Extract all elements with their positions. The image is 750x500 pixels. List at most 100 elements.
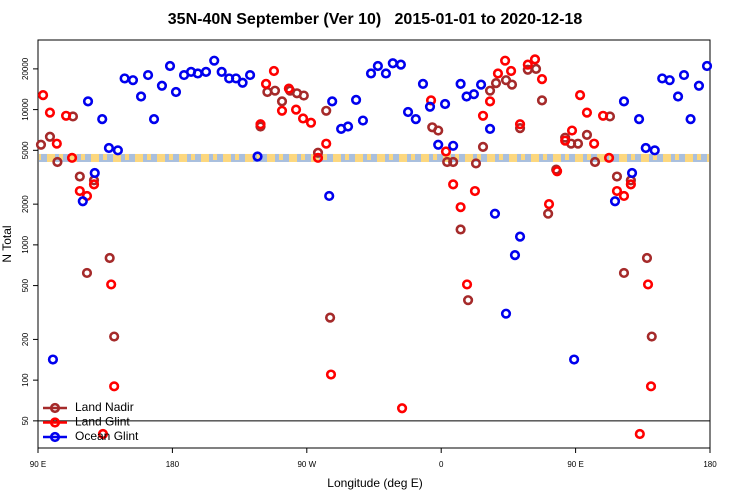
x-tick-label: 180	[703, 460, 717, 469]
point	[216, 66, 227, 77]
point	[410, 114, 421, 125]
x-tick-label: 90 E	[30, 460, 46, 469]
point	[60, 110, 72, 121]
point	[484, 96, 496, 107]
point	[109, 331, 120, 342]
point	[597, 110, 609, 121]
point	[402, 106, 414, 118]
point	[489, 208, 501, 219]
point	[440, 146, 452, 157]
point	[396, 403, 408, 414]
point	[461, 279, 473, 290]
x-tick-label: 90 E	[567, 460, 583, 469]
point	[475, 79, 487, 90]
point	[560, 135, 571, 146]
point	[477, 110, 489, 121]
point	[88, 179, 100, 190]
point	[104, 252, 115, 264]
point	[455, 224, 466, 235]
point	[514, 119, 526, 130]
y-tick-label: 100	[21, 373, 30, 387]
point	[380, 68, 392, 79]
point	[569, 354, 580, 365]
point	[572, 138, 584, 149]
point	[109, 381, 120, 392]
point	[324, 312, 336, 323]
point	[51, 138, 62, 149]
point	[649, 145, 660, 156]
point	[290, 104, 302, 115]
point	[324, 190, 335, 202]
point	[536, 74, 548, 85]
point	[127, 75, 139, 86]
point	[365, 68, 377, 79]
point	[581, 107, 593, 118]
point	[200, 66, 212, 77]
point	[618, 267, 630, 279]
point	[321, 138, 332, 149]
point	[626, 167, 638, 179]
point	[506, 79, 518, 90]
point	[237, 77, 248, 88]
point	[522, 59, 533, 70]
plot-frame	[37, 39, 711, 449]
chart-title: 35N-40N September (Ver 10) 2015-01-01 to…	[168, 11, 583, 28]
point	[82, 96, 94, 107]
point	[551, 166, 563, 177]
y-tick-label: 500	[21, 278, 30, 292]
point	[470, 158, 482, 169]
point	[618, 190, 630, 202]
point	[625, 179, 636, 190]
point	[372, 60, 383, 72]
point	[469, 185, 481, 197]
point	[448, 140, 459, 151]
series	[47, 55, 713, 365]
point	[255, 119, 266, 130]
point	[119, 73, 130, 84]
point	[484, 123, 496, 135]
point	[230, 73, 242, 84]
point	[645, 381, 657, 392]
point	[305, 117, 317, 128]
point	[701, 60, 713, 72]
point	[269, 85, 281, 96]
point	[589, 156, 601, 168]
point	[74, 171, 85, 182]
series	[35, 63, 657, 342]
point	[342, 121, 354, 132]
point	[685, 114, 696, 125]
point	[252, 151, 263, 162]
point	[209, 55, 220, 66]
point	[89, 167, 100, 179]
point	[543, 208, 554, 219]
point	[52, 156, 63, 168]
legend-marker	[49, 417, 61, 428]
point	[642, 279, 654, 290]
point	[417, 78, 429, 89]
point	[468, 89, 480, 100]
point	[268, 65, 280, 77]
point	[244, 69, 256, 81]
point	[260, 78, 272, 89]
point	[566, 125, 578, 136]
point	[448, 179, 459, 190]
point	[589, 138, 600, 149]
point	[276, 96, 288, 107]
point	[609, 196, 621, 207]
point	[97, 428, 109, 440]
point	[509, 250, 521, 261]
point	[490, 78, 502, 89]
point	[641, 252, 653, 264]
point	[387, 58, 398, 69]
point	[81, 267, 93, 279]
point	[455, 202, 466, 213]
point	[321, 105, 332, 116]
point	[106, 279, 117, 290]
point	[693, 80, 705, 91]
y-tick-label: 1000	[21, 235, 30, 253]
point	[618, 96, 630, 107]
y-tick-label: 10000	[21, 98, 30, 121]
point	[164, 60, 176, 72]
point	[327, 96, 338, 107]
point	[633, 114, 645, 125]
